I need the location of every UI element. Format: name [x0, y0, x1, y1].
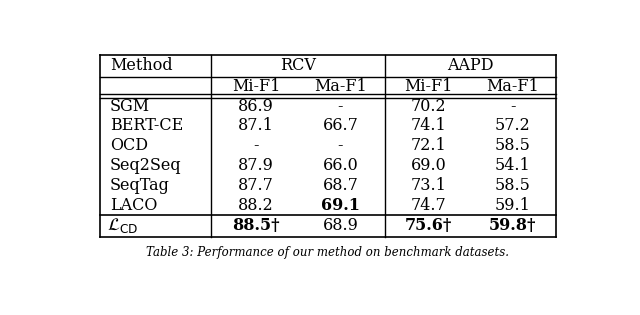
- Text: 69.0: 69.0: [411, 157, 446, 174]
- Text: 74.7: 74.7: [411, 197, 446, 214]
- Text: 75.6†: 75.6†: [404, 217, 452, 234]
- Text: -: -: [253, 137, 259, 154]
- Text: 87.9: 87.9: [238, 157, 274, 174]
- Text: SGM: SGM: [110, 98, 150, 115]
- Text: 59.1: 59.1: [495, 197, 531, 214]
- Text: LACO: LACO: [110, 197, 157, 214]
- Text: 70.2: 70.2: [411, 98, 446, 115]
- Text: 66.0: 66.0: [323, 157, 358, 174]
- Text: Ma-F1: Ma-F1: [486, 78, 539, 95]
- Text: 73.1: 73.1: [410, 177, 446, 194]
- Text: 86.9: 86.9: [238, 98, 274, 115]
- Text: 59.8†: 59.8†: [489, 217, 536, 234]
- Text: Method: Method: [110, 57, 172, 74]
- Text: $\mathcal{L}_{\mathrm{CD}}$: $\mathcal{L}_{\mathrm{CD}}$: [108, 216, 139, 235]
- Text: AAPD: AAPD: [447, 57, 494, 74]
- Text: OCD: OCD: [110, 137, 148, 154]
- Text: 58.5: 58.5: [495, 137, 531, 154]
- Text: RCV: RCV: [280, 57, 316, 74]
- Text: -: -: [510, 98, 515, 115]
- Text: 57.2: 57.2: [495, 117, 531, 135]
- Text: 68.9: 68.9: [323, 217, 358, 234]
- Text: 66.7: 66.7: [323, 117, 358, 135]
- Text: 69.1: 69.1: [321, 197, 360, 214]
- Text: 68.7: 68.7: [323, 177, 358, 194]
- Text: Mi-F1: Mi-F1: [404, 78, 452, 95]
- Text: 72.1: 72.1: [411, 137, 446, 154]
- Text: 87.7: 87.7: [238, 177, 274, 194]
- Text: 88.5†: 88.5†: [232, 217, 280, 234]
- Text: SeqTag: SeqTag: [110, 177, 170, 194]
- Text: Ma-F1: Ma-F1: [314, 78, 367, 95]
- Text: BERT-CE: BERT-CE: [110, 117, 183, 135]
- Text: 58.5: 58.5: [495, 177, 531, 194]
- Text: 87.1: 87.1: [238, 117, 274, 135]
- Text: -: -: [338, 137, 343, 154]
- Text: 88.2: 88.2: [238, 197, 274, 214]
- Text: -: -: [338, 98, 343, 115]
- Text: Mi-F1: Mi-F1: [232, 78, 280, 95]
- Text: 54.1: 54.1: [495, 157, 531, 174]
- Text: Table 3: Performance of our method on benchmark datasets.: Table 3: Performance of our method on be…: [147, 246, 509, 259]
- Text: Seq2Seq: Seq2Seq: [110, 157, 181, 174]
- Text: 74.1: 74.1: [411, 117, 446, 135]
